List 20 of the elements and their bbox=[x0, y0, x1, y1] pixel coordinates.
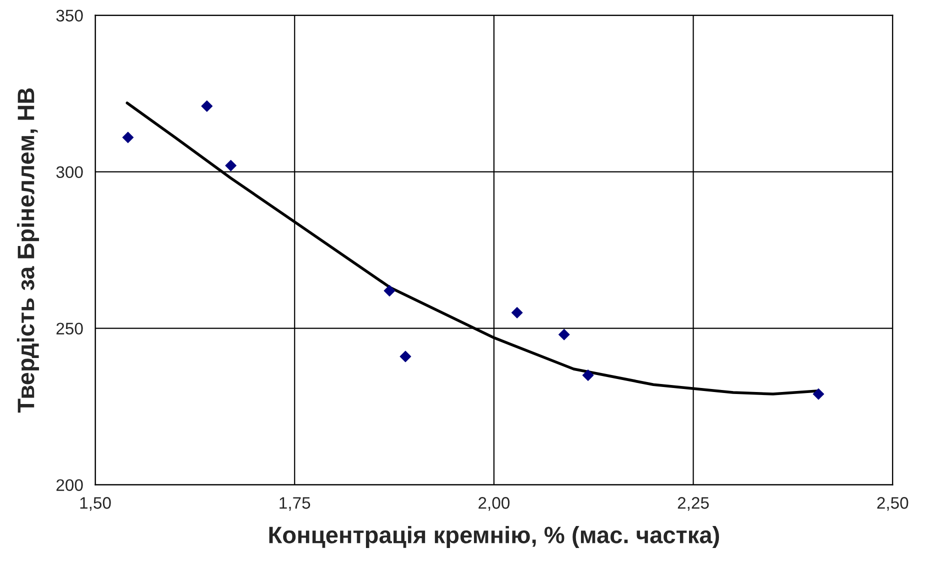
x-axis-title: Концентрація кремнію, % (мас. частка) bbox=[269, 526, 720, 548]
y-tick-label: 350 bbox=[56, 10, 83, 22]
point bbox=[400, 350, 412, 362]
point bbox=[225, 160, 237, 172]
point bbox=[812, 388, 824, 400]
x-tick-label: 2,25 bbox=[678, 497, 709, 511]
x-tick-label: 2,00 bbox=[478, 497, 510, 511]
y-tick-label: 200 bbox=[56, 479, 83, 491]
x-tick-label: 1,75 bbox=[280, 497, 310, 511]
point bbox=[558, 328, 570, 340]
y-tick-label: 300 bbox=[56, 166, 83, 178]
x-tick-label: 1,50 bbox=[80, 497, 111, 511]
x-tick-label: 2,50 bbox=[877, 497, 908, 511]
point bbox=[384, 285, 396, 296]
point bbox=[582, 370, 594, 381]
point bbox=[511, 306, 523, 318]
point bbox=[201, 100, 213, 112]
y-axis-title: Твердість за Брінеллем, НВ bbox=[16, 88, 39, 413]
y-tick-label: 250 bbox=[56, 322, 83, 335]
point bbox=[122, 132, 134, 144]
